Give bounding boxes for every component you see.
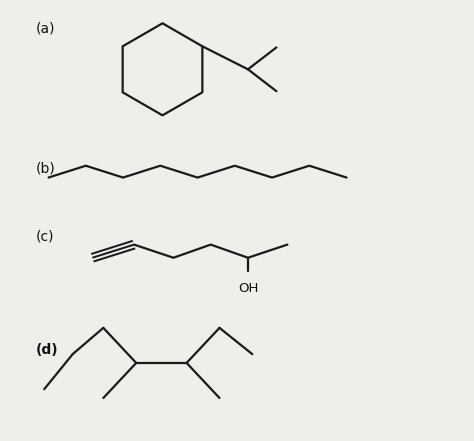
Text: (b): (b) bbox=[36, 161, 55, 176]
Text: (c): (c) bbox=[36, 229, 54, 243]
Text: OH: OH bbox=[238, 282, 258, 295]
Text: (a): (a) bbox=[36, 21, 55, 35]
Text: (d): (d) bbox=[36, 343, 58, 357]
